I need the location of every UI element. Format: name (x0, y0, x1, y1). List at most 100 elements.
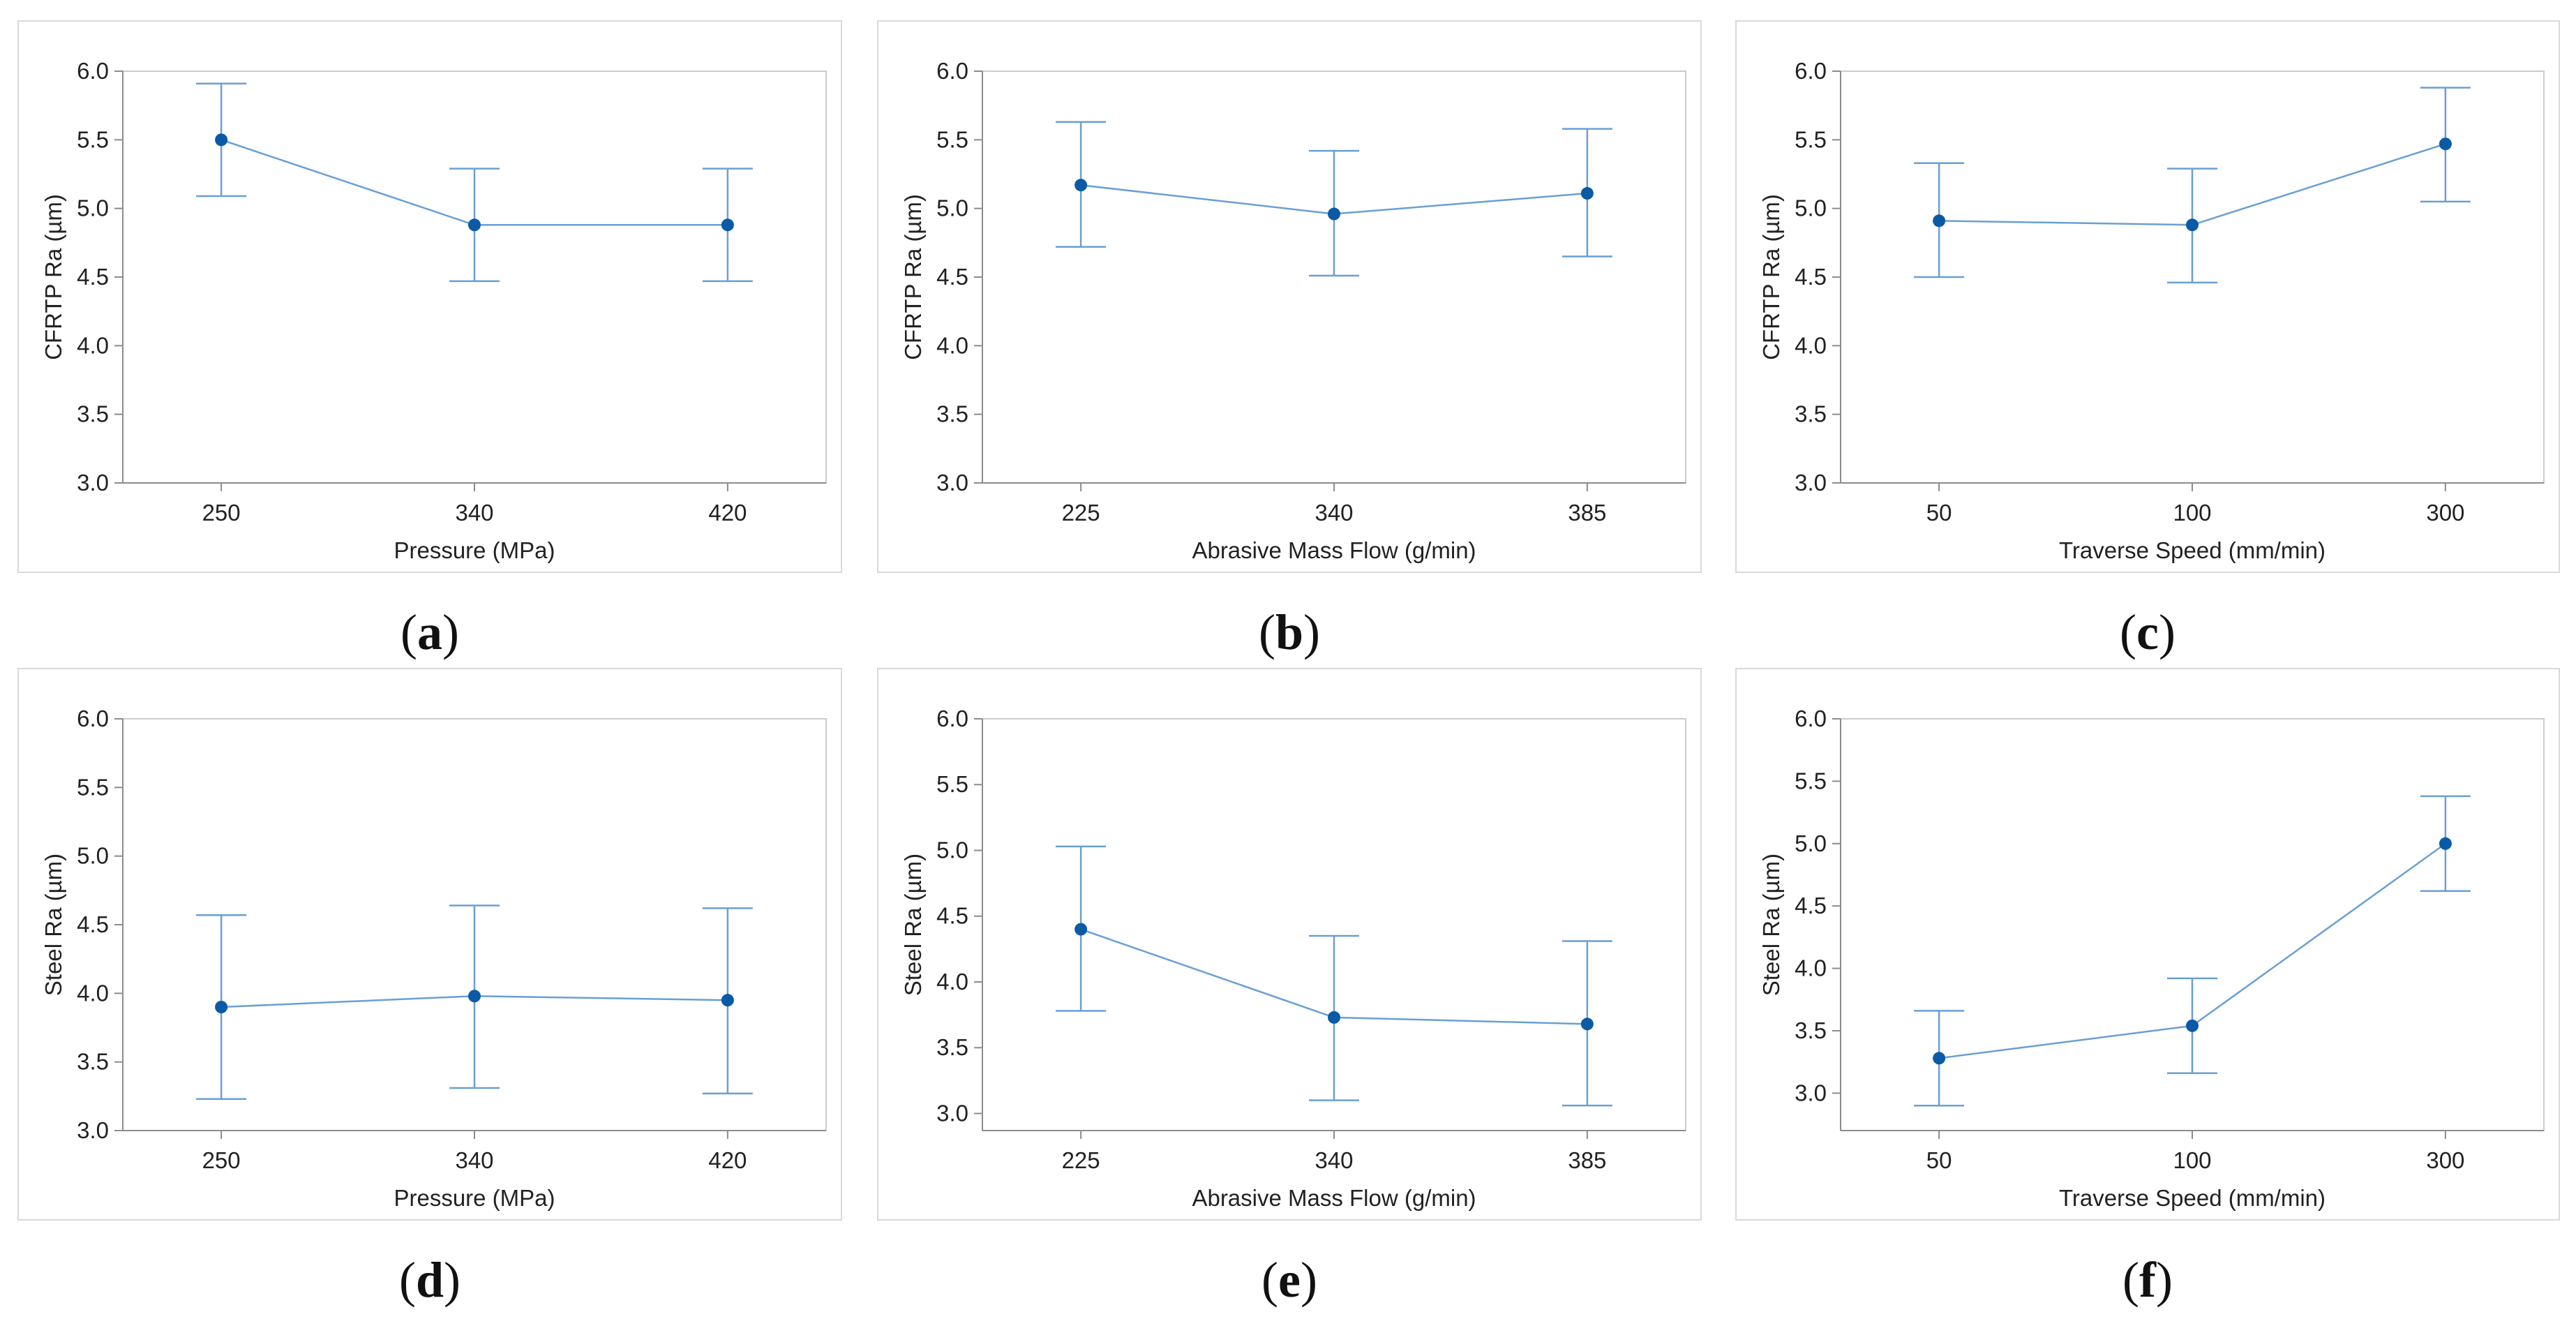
y-tick-label: 4.0 (936, 969, 968, 994)
x-tick-label: 225 (1062, 1147, 1100, 1173)
y-tick-label: 3.0 (936, 1100, 968, 1126)
y-tick-label: 3.0 (1795, 1080, 1827, 1105)
data-point (1074, 923, 1088, 936)
x-axis-label: Traverse Speed (mm/min) (2059, 537, 2326, 563)
panel-caption: (e) (1261, 1252, 1317, 1308)
y-tick-label: 6.0 (77, 706, 109, 731)
chart-panel-a: 3.0 3.5 4.0 4.5 5.0 5.5 6.0 250 340 420 Pressure (… (17, 20, 842, 660)
x-tick-label: 50 (1926, 1147, 1952, 1173)
y-tick-label: 4.0 (1795, 955, 1827, 981)
data-point (721, 994, 734, 1007)
y-axis-label: CFRTP Ra (µm) (1758, 194, 1784, 360)
chart-panel-d: 3.0 3.5 4.0 4.5 5.0 5.5 6.0 250 340 420 Pressure (… (17, 668, 842, 1308)
y-tick-label: 6.0 (936, 58, 968, 84)
y-tick-label: 3.5 (1795, 401, 1827, 427)
x-tick-label: 300 (2426, 1147, 2464, 1173)
y-tick-label: 5.0 (1795, 195, 1827, 221)
data-point (215, 133, 228, 147)
x-tick-label: 420 (708, 500, 747, 526)
y-tick-label: 5.5 (77, 126, 109, 152)
x-axis-label: Abrasive Mass Flow (g/min) (1192, 1185, 1476, 1211)
y-tick-label: 5.0 (77, 843, 109, 869)
y-tick-label: 4.0 (936, 332, 968, 358)
x-tick-label: 300 (2426, 500, 2464, 526)
y-tick-label: 3.0 (77, 1117, 109, 1143)
chart-panel-b: 3.0 3.5 4.0 4.5 5.0 5.5 6.0 225 340 385 Abrasive M… (877, 20, 1702, 660)
y-tick-label: 3.5 (77, 401, 109, 427)
y-tick-label: 5.0 (936, 837, 968, 863)
x-tick-label: 420 (708, 1147, 747, 1173)
y-tick-label: 4.0 (77, 980, 109, 1006)
y-tick-label: 3.0 (936, 470, 968, 495)
y-tick-label: 5.5 (1795, 768, 1827, 793)
y-tick-label: 4.5 (1795, 264, 1827, 290)
y-tick-label: 6.0 (936, 706, 968, 731)
y-axis-label: Steel Ra (µm) (900, 854, 926, 996)
y-tick-label: 3.5 (77, 1049, 109, 1075)
x-tick-label: 250 (202, 500, 241, 526)
y-tick-label: 4.5 (1795, 893, 1827, 918)
y-tick-label: 5.5 (936, 771, 968, 797)
y-tick-label: 6.0 (77, 58, 109, 84)
panel-caption: (f) (2122, 1252, 2173, 1308)
x-axis-label: Pressure (MPa) (394, 1185, 555, 1211)
y-tick-label: 5.5 (77, 774, 109, 800)
chart-panel-e: 3.0 3.5 4.0 4.5 5.0 5.5 6.0 225 340 385 Abrasive M… (877, 668, 1702, 1308)
y-tick-label: 5.0 (936, 195, 968, 221)
y-axis-label: Steel Ra (µm) (40, 854, 66, 996)
y-tick-label: 3.5 (936, 1034, 968, 1060)
panel-caption: (c) (2120, 604, 2176, 660)
y-tick-label: 4.0 (77, 332, 109, 358)
y-axis-label: CFRTP Ra (µm) (40, 194, 66, 360)
y-tick-label: 4.5 (77, 911, 109, 937)
y-axis-label: CFRTP Ra (µm) (900, 194, 926, 360)
data-point (2186, 1019, 2199, 1032)
x-tick-label: 340 (1315, 1147, 1353, 1173)
y-tick-label: 5.0 (1795, 830, 1827, 856)
chart-panel-c: 3.0 3.5 4.0 4.5 5.0 5.5 6.0 50 100 300 Traverse Sp… (1735, 20, 2560, 660)
data-point (1580, 1018, 1594, 1031)
data-point (721, 218, 734, 232)
panel-caption: (b) (1259, 604, 1320, 660)
x-tick-label: 340 (1315, 500, 1353, 526)
data-point (1933, 214, 1946, 228)
x-axis-label: Traverse Speed (mm/min) (2059, 1185, 2326, 1211)
y-tick-label: 6.0 (1795, 706, 1827, 731)
data-point (215, 1001, 228, 1013)
y-tick-label: 3.0 (1795, 470, 1827, 495)
y-tick-label: 5.5 (1795, 126, 1827, 152)
x-axis-label: Abrasive Mass Flow (g/min) (1192, 537, 1476, 563)
y-tick-label: 6.0 (1795, 58, 1827, 84)
data-point (1328, 1011, 1340, 1024)
data-point (2186, 218, 2199, 232)
y-tick-label: 4.5 (77, 264, 109, 290)
chart-panel-f: 3.0 3.5 4.0 4.5 5.0 5.5 6.0 50 100 300 Traverse Sp… (1735, 668, 2560, 1308)
y-tick-label: 3.5 (1795, 1018, 1827, 1043)
panel-caption: (d) (399, 1252, 460, 1308)
x-tick-label: 225 (1062, 500, 1100, 526)
x-tick-label: 250 (202, 1147, 241, 1173)
x-tick-label: 340 (455, 1147, 493, 1173)
data-point (1933, 1052, 1946, 1065)
data-point (1580, 187, 1594, 200)
y-tick-label: 3.0 (77, 470, 109, 495)
x-tick-label: 50 (1926, 500, 1952, 526)
plot-area (982, 70, 1686, 484)
y-tick-label: 5.5 (936, 126, 968, 152)
y-tick-label: 4.5 (936, 264, 968, 290)
x-tick-label: 340 (455, 500, 493, 526)
x-tick-label: 100 (2173, 500, 2211, 526)
x-tick-label: 100 (2173, 1147, 2211, 1173)
y-tick-label: 4.0 (1795, 332, 1827, 358)
x-tick-label: 385 (1568, 1147, 1606, 1173)
data-point (468, 218, 481, 232)
data-point (2439, 837, 2452, 850)
y-tick-label: 4.5 (936, 903, 968, 929)
y-axis-label: Steel Ra (µm) (1758, 854, 1784, 996)
data-point (468, 990, 481, 1003)
x-axis-label: Pressure (MPa) (394, 537, 555, 563)
data-point (2439, 137, 2452, 151)
y-tick-label: 3.5 (936, 401, 968, 427)
data-point (1328, 207, 1340, 221)
